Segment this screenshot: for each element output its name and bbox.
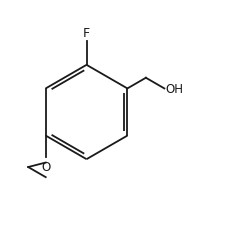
Text: F: F xyxy=(83,27,90,40)
Text: OH: OH xyxy=(165,83,183,95)
Text: O: O xyxy=(41,160,50,173)
